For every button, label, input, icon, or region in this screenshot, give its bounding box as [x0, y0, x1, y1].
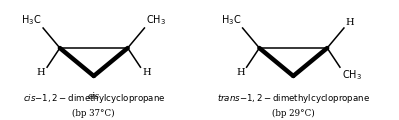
Text: $\it{cis}$$\mathsf{-1,2-dimethylcyclopropane}$: $\it{cis}$$\mathsf{-1,2-dimethylcyclopro…	[23, 92, 165, 105]
Text: H: H	[142, 68, 151, 77]
Text: H: H	[37, 68, 45, 77]
Text: cis-1,2-dimethylcyclopropane: cis-1,2-dimethylcyclopropane	[30, 92, 158, 101]
Text: H: H	[236, 68, 245, 77]
Text: (bp 37°C): (bp 37°C)	[73, 109, 115, 118]
Text: cis: cis	[88, 92, 100, 101]
Text: $\it{trans}$$\mathsf{-1,2-dimethylcyclopropane}$: $\it{trans}$$\mathsf{-1,2-dimethylcyclop…	[217, 92, 370, 105]
Text: (bp 29°C): (bp 29°C)	[272, 109, 315, 118]
Text: $\mathsf{H_3C}$: $\mathsf{H_3C}$	[221, 13, 241, 27]
Text: $\mathsf{H_3C}$: $\mathsf{H_3C}$	[21, 13, 41, 27]
Text: $\mathsf{CH_3}$: $\mathsf{CH_3}$	[342, 68, 361, 82]
Text: $\mathsf{CH_3}$: $\mathsf{CH_3}$	[146, 13, 166, 27]
Text: H: H	[346, 18, 354, 27]
